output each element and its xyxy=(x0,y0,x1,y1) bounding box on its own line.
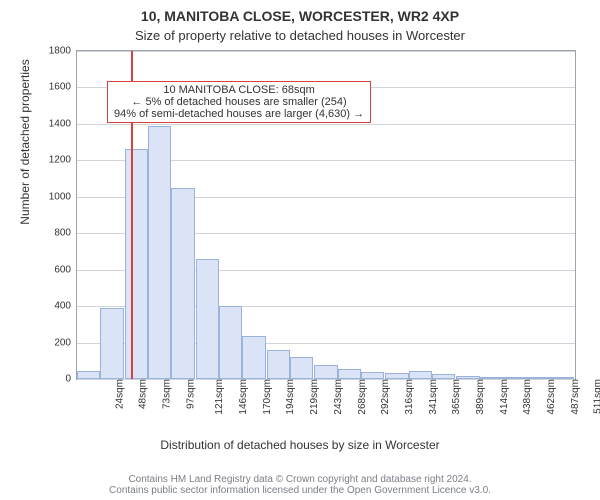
x-tick-label: 48sqm xyxy=(136,379,149,409)
y-tick-label: 1400 xyxy=(49,118,77,129)
histogram-bar xyxy=(242,336,266,379)
y-axis-label: Number of detached properties xyxy=(18,0,32,307)
x-tick-label: 438sqm xyxy=(520,379,533,415)
footer-line-2: Contains public sector information licen… xyxy=(0,485,600,496)
plot-area: 02004006008001000120014001600180024sqm48… xyxy=(76,50,576,380)
histogram-bar xyxy=(100,308,124,379)
x-tick-label: 170sqm xyxy=(260,379,273,415)
x-tick-label: 389sqm xyxy=(473,379,486,415)
x-tick-label: 462sqm xyxy=(544,379,557,415)
x-axis-label: Distribution of detached houses by size … xyxy=(0,438,600,452)
page-root: 10, MANITOBA CLOSE, WORCESTER, WR2 4XP S… xyxy=(0,0,600,500)
x-tick-label: 316sqm xyxy=(402,379,415,415)
x-tick-label: 194sqm xyxy=(283,379,296,415)
histogram-bar xyxy=(171,188,195,379)
x-tick-label: 487sqm xyxy=(568,379,581,415)
chart-subtitle: Size of property relative to detached ho… xyxy=(0,28,600,43)
histogram-bar xyxy=(267,350,291,379)
x-tick-label: 219sqm xyxy=(307,379,320,415)
y-tick-label: 0 xyxy=(65,374,77,385)
x-tick-label: 414sqm xyxy=(497,379,510,415)
annotation-box: 10 MANITOBA CLOSE: 68sqm← 5% of detached… xyxy=(107,81,371,123)
x-tick-label: 146sqm xyxy=(236,379,249,415)
y-tick-label: 800 xyxy=(54,228,77,239)
y-tick-label: 600 xyxy=(54,264,77,275)
annotation-line: 10 MANITOBA CLOSE: 68sqm xyxy=(114,84,364,96)
histogram-bar xyxy=(148,126,172,379)
histogram-bar xyxy=(361,372,385,379)
x-tick-label: 97sqm xyxy=(183,379,196,409)
histogram-bar xyxy=(219,306,243,379)
y-tick-label: 1800 xyxy=(49,46,77,57)
x-tick-label: 268sqm xyxy=(355,379,368,415)
y-tick-label: 1000 xyxy=(49,191,77,202)
x-tick-label: 341sqm xyxy=(426,379,439,415)
y-tick-label: 200 xyxy=(54,337,77,348)
y-tick-label: 400 xyxy=(54,301,77,312)
gridline xyxy=(77,51,575,52)
x-tick-label: 24sqm xyxy=(112,379,125,409)
footer-line-1: Contains HM Land Registry data © Crown c… xyxy=(0,474,600,485)
gridline xyxy=(77,124,575,125)
histogram-bar xyxy=(77,371,101,379)
footer-attribution: Contains HM Land Registry data © Crown c… xyxy=(0,474,600,496)
x-tick-label: 511sqm xyxy=(591,379,600,414)
histogram-bar xyxy=(125,149,149,379)
chart-title: 10, MANITOBA CLOSE, WORCESTER, WR2 4XP xyxy=(0,8,600,24)
x-tick-label: 73sqm xyxy=(160,379,173,409)
histogram-bar xyxy=(290,357,314,379)
annotation-line: 94% of semi-detached houses are larger (… xyxy=(114,108,364,120)
histogram-bar xyxy=(338,369,362,379)
x-tick-label: 292sqm xyxy=(378,379,391,415)
histogram-bar xyxy=(409,371,433,379)
y-tick-label: 1600 xyxy=(49,82,77,93)
x-tick-label: 121sqm xyxy=(212,379,225,415)
histogram-bar xyxy=(196,259,220,379)
annotation-line: ← 5% of detached houses are smaller (254… xyxy=(114,96,364,108)
histogram-bar xyxy=(314,365,338,379)
x-tick-label: 243sqm xyxy=(331,379,344,415)
y-tick-label: 1200 xyxy=(49,155,77,166)
x-tick-label: 365sqm xyxy=(449,379,462,415)
